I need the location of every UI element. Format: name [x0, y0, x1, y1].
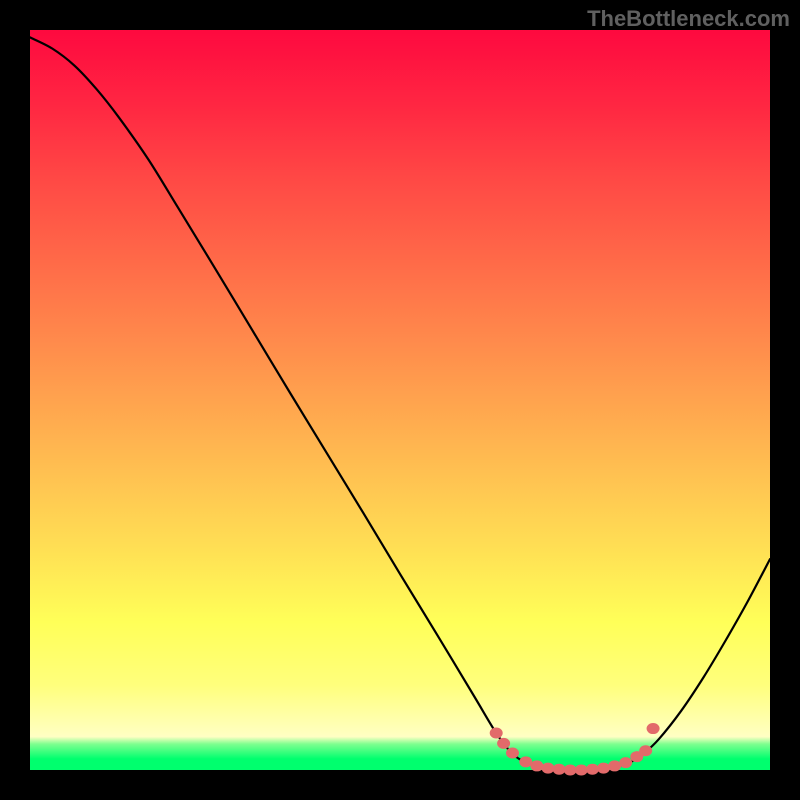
watermark-text: TheBottleneck.com — [587, 6, 790, 32]
bottleneck-chart: TheBottleneck.com — [0, 0, 800, 800]
chart-svg — [0, 0, 800, 800]
